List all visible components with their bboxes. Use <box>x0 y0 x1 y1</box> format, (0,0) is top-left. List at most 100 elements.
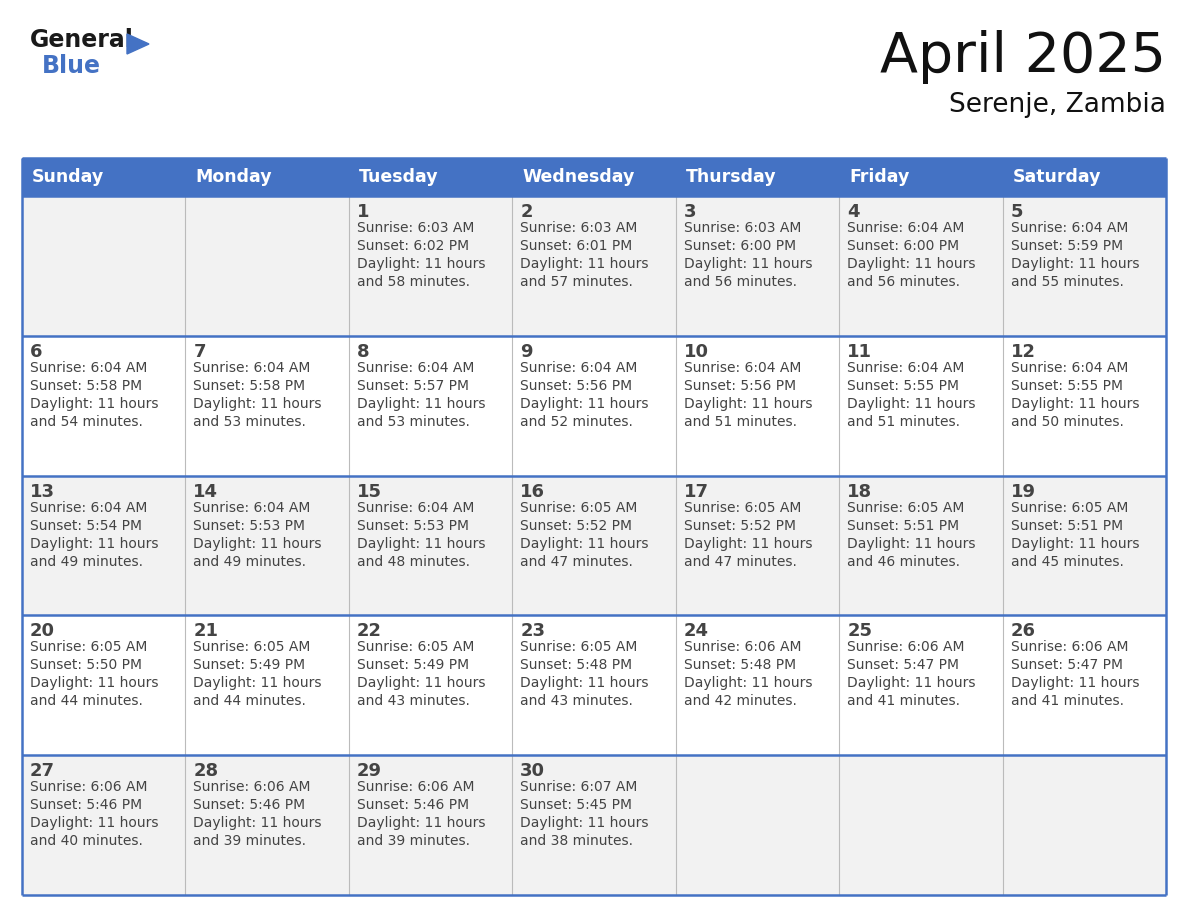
Text: Sunrise: 6:06 AM: Sunrise: 6:06 AM <box>847 641 965 655</box>
Text: Daylight: 11 hours: Daylight: 11 hours <box>847 257 975 271</box>
Text: Sunset: 5:47 PM: Sunset: 5:47 PM <box>847 658 959 672</box>
Text: and 47 minutes.: and 47 minutes. <box>684 554 797 568</box>
Text: 3: 3 <box>684 203 696 221</box>
Text: Sunrise: 6:03 AM: Sunrise: 6:03 AM <box>684 221 801 235</box>
Text: Daylight: 11 hours: Daylight: 11 hours <box>684 537 813 551</box>
Text: and 44 minutes.: and 44 minutes. <box>30 694 143 709</box>
Polygon shape <box>127 34 148 54</box>
Text: Sunrise: 6:04 AM: Sunrise: 6:04 AM <box>847 361 965 375</box>
Text: Sunset: 5:57 PM: Sunset: 5:57 PM <box>356 379 469 393</box>
Text: and 58 minutes.: and 58 minutes. <box>356 275 470 289</box>
Text: and 57 minutes.: and 57 minutes. <box>520 275 633 289</box>
Text: Sunrise: 6:05 AM: Sunrise: 6:05 AM <box>847 500 965 515</box>
Text: Sunset: 6:00 PM: Sunset: 6:00 PM <box>847 239 959 253</box>
Text: Sunset: 5:49 PM: Sunset: 5:49 PM <box>194 658 305 672</box>
Bar <box>23 476 1165 615</box>
Text: Sunrise: 6:04 AM: Sunrise: 6:04 AM <box>356 361 474 375</box>
Text: and 38 minutes.: and 38 minutes. <box>520 834 633 848</box>
Text: Tuesday: Tuesday <box>359 168 438 186</box>
Bar <box>23 615 1165 756</box>
Text: Daylight: 11 hours: Daylight: 11 hours <box>194 397 322 410</box>
Text: Daylight: 11 hours: Daylight: 11 hours <box>520 257 649 271</box>
Text: Sunrise: 6:05 AM: Sunrise: 6:05 AM <box>520 641 638 655</box>
Text: Sunset: 6:02 PM: Sunset: 6:02 PM <box>356 239 469 253</box>
Text: Serenje, Zambia: Serenje, Zambia <box>949 92 1165 118</box>
Text: and 56 minutes.: and 56 minutes. <box>684 275 797 289</box>
Text: and 45 minutes.: and 45 minutes. <box>1011 554 1124 568</box>
Text: and 53 minutes.: and 53 minutes. <box>356 415 469 429</box>
Text: Sunrise: 6:04 AM: Sunrise: 6:04 AM <box>520 361 638 375</box>
Text: Daylight: 11 hours: Daylight: 11 hours <box>684 257 813 271</box>
Text: and 50 minutes.: and 50 minutes. <box>1011 415 1124 429</box>
Text: 6: 6 <box>30 342 43 361</box>
Text: 15: 15 <box>356 483 381 500</box>
Text: Daylight: 11 hours: Daylight: 11 hours <box>1011 397 1139 410</box>
Text: 21: 21 <box>194 622 219 641</box>
Text: 16: 16 <box>520 483 545 500</box>
Text: 27: 27 <box>30 762 55 780</box>
Text: 4: 4 <box>847 203 860 221</box>
Text: Sunset: 5:56 PM: Sunset: 5:56 PM <box>684 379 796 393</box>
Text: Sunrise: 6:04 AM: Sunrise: 6:04 AM <box>194 361 311 375</box>
Text: Sunrise: 6:05 AM: Sunrise: 6:05 AM <box>1011 500 1127 515</box>
Text: Daylight: 11 hours: Daylight: 11 hours <box>1011 257 1139 271</box>
Text: Daylight: 11 hours: Daylight: 11 hours <box>194 537 322 551</box>
Text: Daylight: 11 hours: Daylight: 11 hours <box>1011 677 1139 690</box>
Text: 1: 1 <box>356 203 369 221</box>
Text: Sunrise: 6:03 AM: Sunrise: 6:03 AM <box>520 221 638 235</box>
Text: and 48 minutes.: and 48 minutes. <box>356 554 470 568</box>
Text: Sunset: 5:56 PM: Sunset: 5:56 PM <box>520 379 632 393</box>
Text: 8: 8 <box>356 342 369 361</box>
Text: General: General <box>30 28 134 52</box>
Text: 12: 12 <box>1011 342 1036 361</box>
Text: Daylight: 11 hours: Daylight: 11 hours <box>30 677 158 690</box>
Text: Sunset: 5:51 PM: Sunset: 5:51 PM <box>847 519 959 532</box>
Text: Daylight: 11 hours: Daylight: 11 hours <box>847 537 975 551</box>
Text: and 40 minutes.: and 40 minutes. <box>30 834 143 848</box>
Text: Daylight: 11 hours: Daylight: 11 hours <box>684 397 813 410</box>
Text: 9: 9 <box>520 342 532 361</box>
Text: Sunset: 5:58 PM: Sunset: 5:58 PM <box>30 379 143 393</box>
Text: Daylight: 11 hours: Daylight: 11 hours <box>684 677 813 690</box>
Text: Daylight: 11 hours: Daylight: 11 hours <box>356 257 486 271</box>
Text: and 43 minutes.: and 43 minutes. <box>356 694 469 709</box>
Text: Sunrise: 6:05 AM: Sunrise: 6:05 AM <box>194 641 311 655</box>
Text: Sunday: Sunday <box>32 168 105 186</box>
Text: Sunset: 5:51 PM: Sunset: 5:51 PM <box>1011 519 1123 532</box>
Text: Sunset: 5:59 PM: Sunset: 5:59 PM <box>1011 239 1123 253</box>
Text: Sunset: 5:46 PM: Sunset: 5:46 PM <box>30 798 143 812</box>
Text: Sunrise: 6:04 AM: Sunrise: 6:04 AM <box>356 500 474 515</box>
Text: and 47 minutes.: and 47 minutes. <box>520 554 633 568</box>
Text: Sunset: 5:46 PM: Sunset: 5:46 PM <box>194 798 305 812</box>
Text: April 2025: April 2025 <box>880 30 1165 84</box>
Text: 26: 26 <box>1011 622 1036 641</box>
Text: 29: 29 <box>356 762 381 780</box>
Text: Sunset: 5:50 PM: Sunset: 5:50 PM <box>30 658 143 672</box>
Text: Sunrise: 6:06 AM: Sunrise: 6:06 AM <box>30 780 147 794</box>
Text: Daylight: 11 hours: Daylight: 11 hours <box>30 397 158 410</box>
Text: and 53 minutes.: and 53 minutes. <box>194 415 307 429</box>
Text: Daylight: 11 hours: Daylight: 11 hours <box>30 537 158 551</box>
Text: Sunset: 5:45 PM: Sunset: 5:45 PM <box>520 798 632 812</box>
Text: Sunset: 5:53 PM: Sunset: 5:53 PM <box>194 519 305 532</box>
Text: Sunrise: 6:04 AM: Sunrise: 6:04 AM <box>194 500 311 515</box>
Text: 7: 7 <box>194 342 206 361</box>
Text: Saturday: Saturday <box>1012 168 1101 186</box>
Text: Sunset: 5:52 PM: Sunset: 5:52 PM <box>520 519 632 532</box>
Text: Sunset: 5:46 PM: Sunset: 5:46 PM <box>356 798 469 812</box>
Bar <box>23 196 1165 336</box>
Text: and 51 minutes.: and 51 minutes. <box>684 415 797 429</box>
Text: and 49 minutes.: and 49 minutes. <box>30 554 143 568</box>
Text: and 39 minutes.: and 39 minutes. <box>194 834 307 848</box>
Text: 18: 18 <box>847 483 872 500</box>
Text: Sunset: 5:48 PM: Sunset: 5:48 PM <box>520 658 632 672</box>
Text: Daylight: 11 hours: Daylight: 11 hours <box>356 816 486 830</box>
Text: Sunrise: 6:06 AM: Sunrise: 6:06 AM <box>1011 641 1129 655</box>
Text: 23: 23 <box>520 622 545 641</box>
Text: Sunrise: 6:06 AM: Sunrise: 6:06 AM <box>356 780 474 794</box>
Text: 17: 17 <box>684 483 709 500</box>
Text: and 55 minutes.: and 55 minutes. <box>1011 275 1124 289</box>
Text: Sunrise: 6:05 AM: Sunrise: 6:05 AM <box>520 500 638 515</box>
Text: Sunset: 5:52 PM: Sunset: 5:52 PM <box>684 519 796 532</box>
Text: Blue: Blue <box>42 54 101 78</box>
